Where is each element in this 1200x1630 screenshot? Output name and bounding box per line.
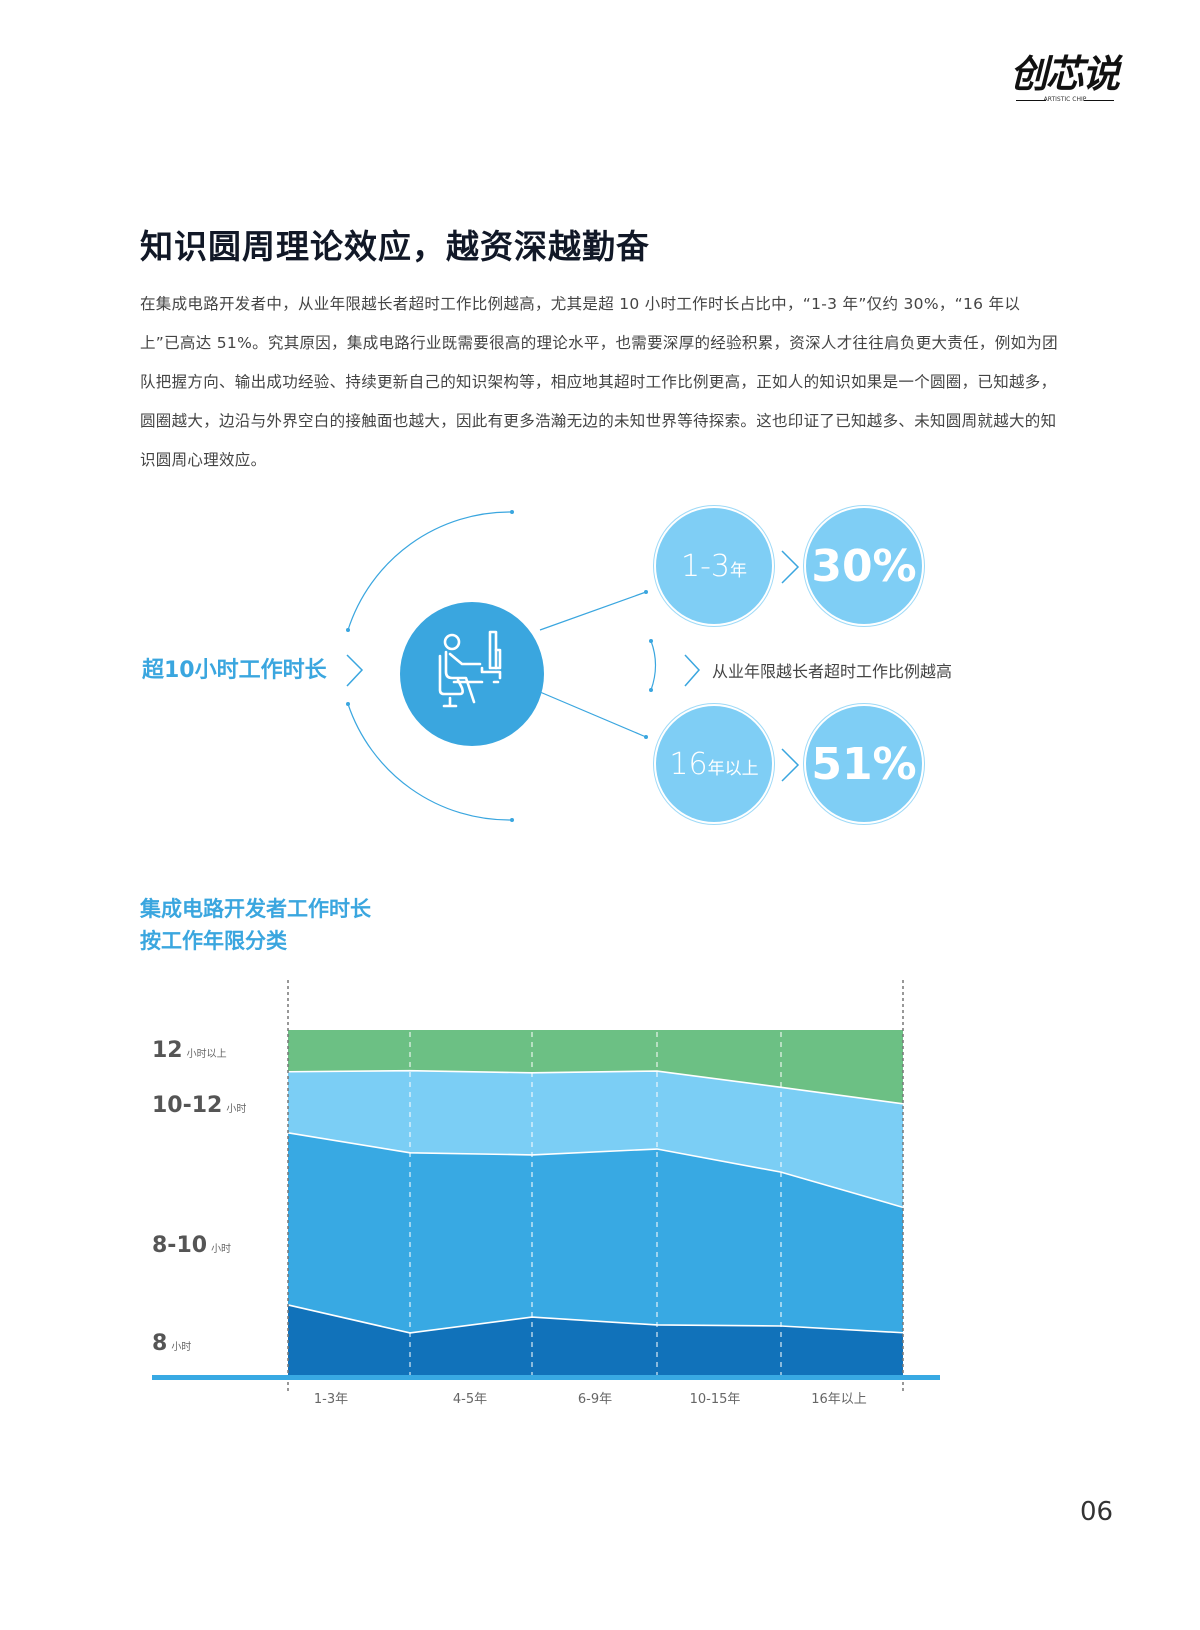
diagram-connectors bbox=[346, 510, 800, 822]
area-12小时以上 bbox=[288, 1030, 903, 1104]
body-paragraph: 在集成电路开发者中，从业年限越长者超时工作比例越高，尤其是超 10 小时工作时长… bbox=[140, 295, 1058, 469]
trend-note: 从业年限越长者超时工作比例越高 bbox=[712, 662, 953, 681]
x-label: 16年以上 bbox=[811, 1392, 867, 1407]
years-label: 1-3年 bbox=[681, 548, 747, 584]
series-label-12plus: 12 小时以上 bbox=[152, 1038, 227, 1063]
logo-subtitle: ARTISTIC CHIP bbox=[1010, 96, 1120, 103]
x-label: 4-5年 bbox=[452, 1392, 488, 1407]
x-label: 6-9年 bbox=[577, 1392, 613, 1407]
person-at-computer-icon bbox=[438, 630, 502, 708]
percent-value: 30% bbox=[811, 540, 917, 592]
logo-text: 创芯说 bbox=[1010, 51, 1120, 96]
series-label-8: 8 小时 bbox=[152, 1331, 192, 1356]
chevron-right-icon bbox=[781, 550, 800, 584]
chevron-right-icon bbox=[684, 654, 701, 687]
page-title: 知识圆周理论效应，越资深越勤奋 bbox=[140, 227, 650, 266]
x-label: 1-3年 bbox=[313, 1392, 349, 1407]
center-circle bbox=[400, 602, 544, 746]
percent-circle-30: 30% bbox=[806, 508, 922, 624]
percent-circle-51: 51% bbox=[806, 706, 922, 822]
percent-value: 51% bbox=[811, 738, 917, 790]
chevron-right-icon bbox=[781, 748, 800, 782]
overtime-label: 超10小时工作时长 bbox=[142, 658, 327, 683]
series-label-10-12: 10-12 小时 bbox=[152, 1093, 247, 1118]
brand-logo: 创芯说 ARTISTIC CHIP bbox=[1010, 52, 1150, 112]
area-8-10小时 bbox=[288, 1132, 903, 1333]
years-circle-16plus: 16年以上 bbox=[656, 706, 772, 822]
series-label-8-10: 8-10 小时 bbox=[152, 1233, 232, 1258]
years-label: 16年以上 bbox=[669, 746, 759, 782]
chevron-right-icon bbox=[346, 654, 364, 687]
x-label: 10-15年 bbox=[689, 1392, 741, 1407]
page-number: 06 bbox=[1080, 1497, 1114, 1527]
chart-title: 集成电路开发者工作时长 按工作年限分类 bbox=[140, 897, 371, 953]
area-10-12小时 bbox=[288, 1070, 903, 1208]
years-circle-1-3: 1-3年 bbox=[656, 508, 772, 624]
area-8小时 bbox=[288, 1304, 903, 1375]
x-axis-baseline bbox=[152, 1375, 940, 1380]
